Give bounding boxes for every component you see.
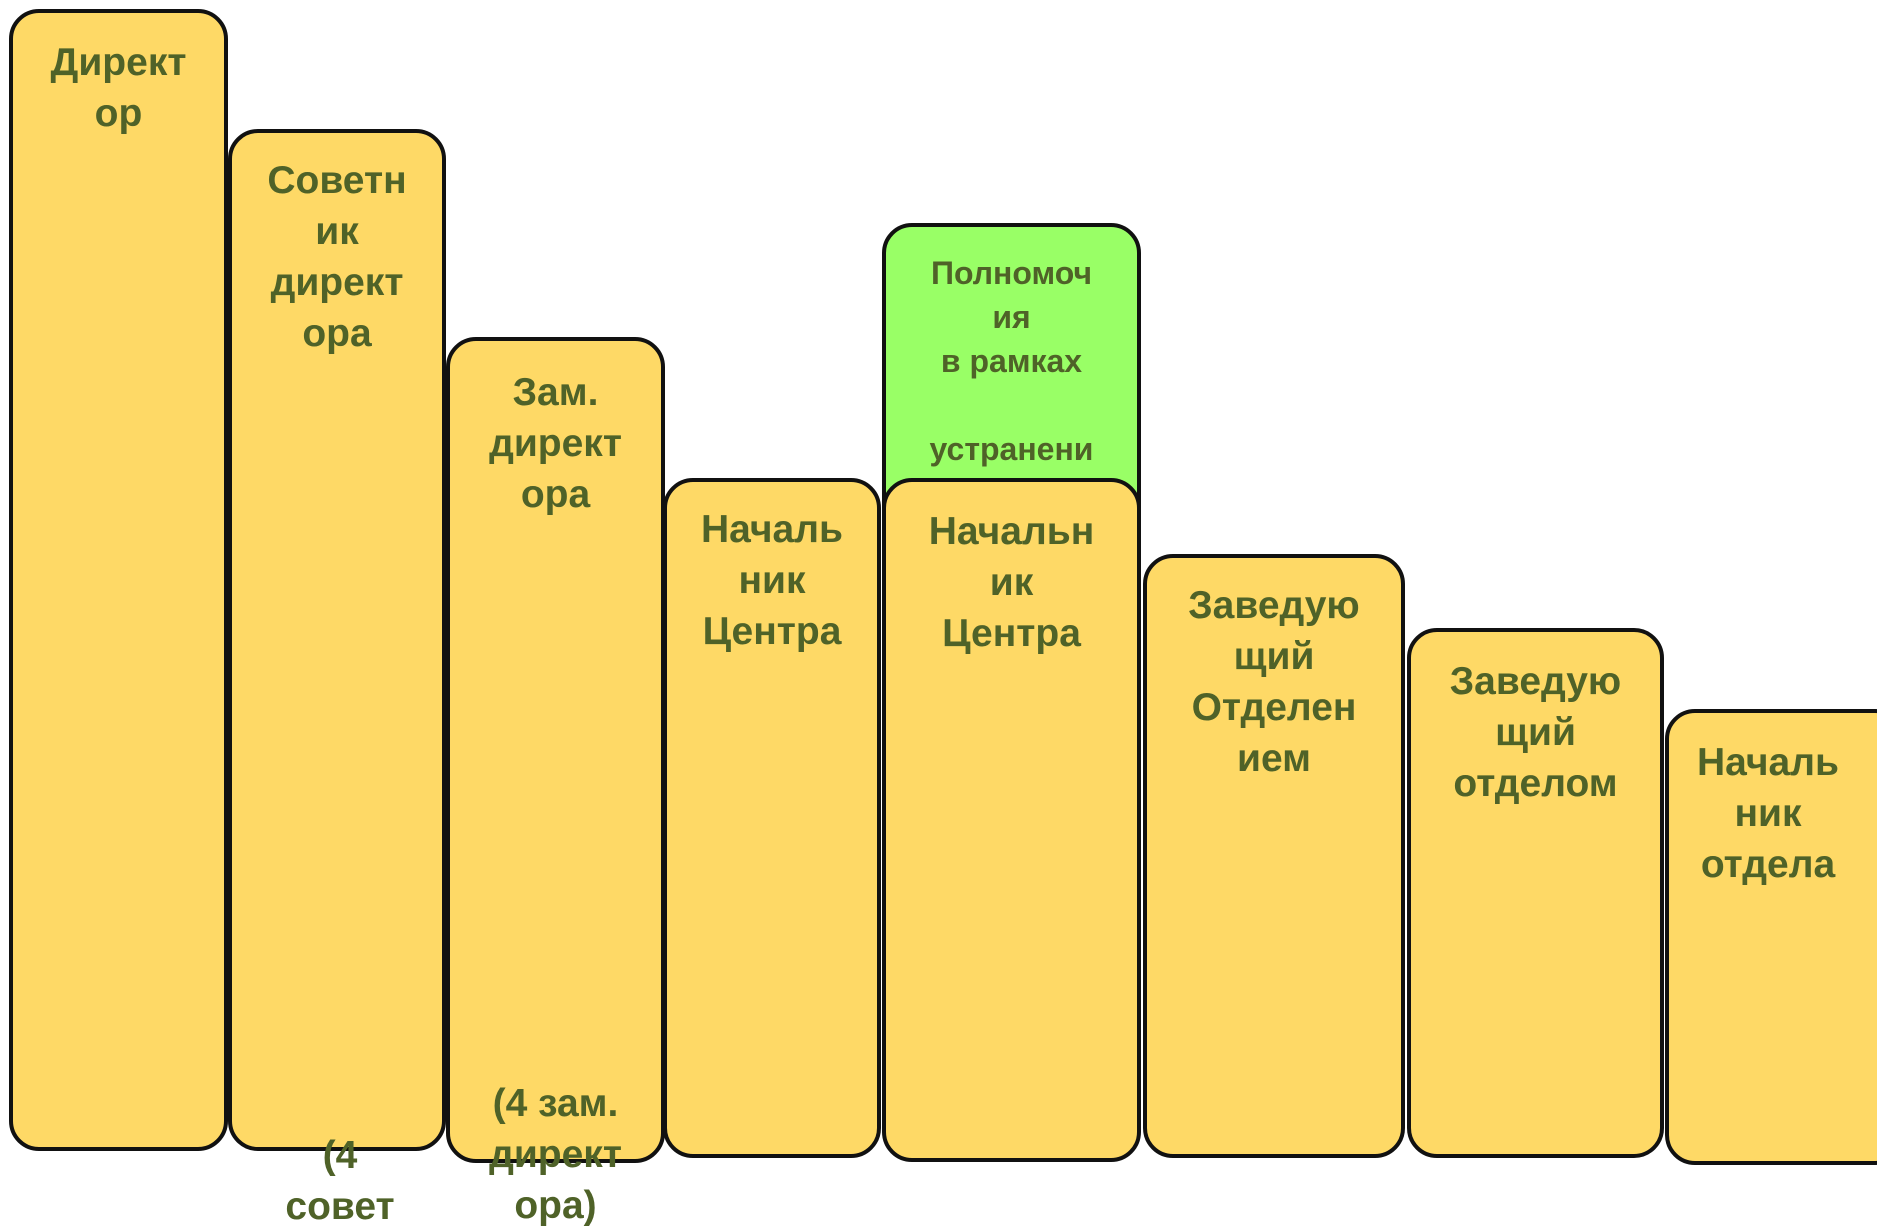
center-head-label-2: Начальн ик Центра xyxy=(928,510,1095,655)
advisor-label: Советн ик директ ора xyxy=(267,159,407,355)
branch-head-box: Заведую щий Отделен ием xyxy=(1143,554,1405,1158)
center-head-label-1: Началь ник Центра xyxy=(701,508,843,653)
department-head-box: Заведую щий отделом xyxy=(1407,628,1664,1158)
advisor-note: (4 совет xyxy=(285,1134,395,1228)
center-head-box-1: Началь ник Центра xyxy=(663,478,881,1158)
section-chief-box: Началь ник отдела xyxy=(1665,709,1877,1165)
branch-head-label: Заведую щий Отделен ием xyxy=(1188,584,1360,780)
deputy-director-label: Зам. директ ора xyxy=(489,371,622,516)
deputy-director-box: Зам. директ ора xyxy=(446,337,665,1163)
advisor-box: Советн ик директ ора xyxy=(228,129,446,1151)
director-label: Директ ор xyxy=(50,41,187,135)
section-chief-label: Началь ник отдела xyxy=(1697,741,1839,886)
authority-label: Полномоч ия в рамках устранени xyxy=(929,255,1094,467)
deputy-director-note: (4 зам. директ ора) xyxy=(489,1082,622,1227)
department-head-label: Заведую щий отделом xyxy=(1449,660,1622,805)
director-box: Директ ор xyxy=(9,9,228,1151)
center-head-box-2: Начальн ик Центра xyxy=(882,478,1141,1162)
